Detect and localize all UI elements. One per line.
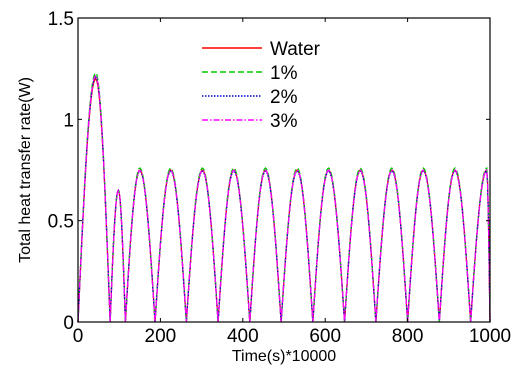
ticks-layer: 0 200 400 600 800 1000 0 0.5 1 1.5	[48, 9, 512, 347]
x-tick-label: 400	[227, 326, 259, 347]
x-tick-label: 600	[309, 326, 341, 347]
x-tick-label: 1000	[469, 326, 511, 347]
y-tick-label: 1.5	[48, 9, 74, 30]
legend-label: 3%	[270, 111, 298, 132]
legend-label: 2%	[270, 87, 298, 108]
x-tick-label: 0	[73, 326, 84, 347]
y-tick-label: 0.5	[48, 212, 74, 233]
x-axis-label: Time(s)*10000	[232, 348, 336, 365]
y-tick-label: 1	[63, 110, 74, 131]
x-tick-label: 800	[392, 326, 424, 347]
x-tick-label: 200	[145, 326, 177, 347]
legend-label: 1%	[270, 63, 298, 84]
y-axis-label: Total heat transfer rate(W)	[17, 77, 34, 263]
plot-frame	[77, 17, 491, 323]
legend-label: Water	[270, 39, 321, 60]
legend: Water 1% 2% 3%	[202, 39, 321, 132]
y-tick-label: 0	[63, 313, 74, 334]
